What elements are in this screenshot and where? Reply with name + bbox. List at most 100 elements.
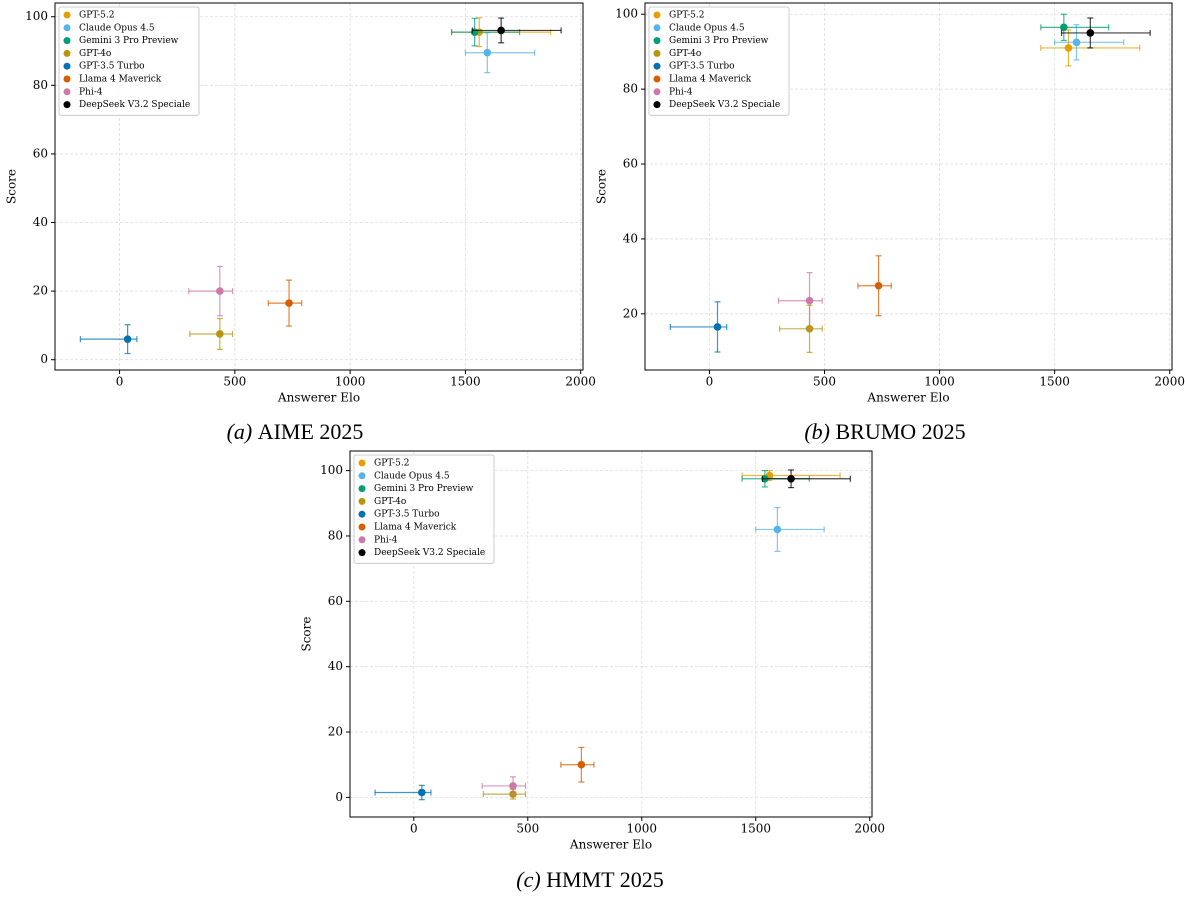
legend-label: Gemini 3 Pro Preview: [374, 484, 474, 494]
x-tick-label: 0: [116, 375, 124, 389]
point: [483, 48, 492, 57]
subplot: 0 500 1000 1500 2000 0 20 40 60 80 100 Answerer Elo…: [300, 450, 885, 892]
legend-label: DeepSeek V3.2 Speciale: [79, 100, 190, 110]
legend-marker: [358, 497, 366, 505]
subplot: 0 500 1000 1500 2000 0 20 40 60 80 100 Answerer Elo…: [5, 2, 596, 444]
legend-marker: [653, 88, 661, 96]
legend-box: [58, 6, 200, 116]
y-tick-label: 100: [320, 463, 343, 477]
y-tick-label: 40: [328, 659, 343, 673]
caption-label: (a): [227, 419, 253, 444]
y-tick-label: 80: [328, 528, 343, 542]
point: [509, 782, 517, 790]
point: [874, 281, 883, 290]
legend-label: Claude Opus 4.5: [79, 23, 155, 33]
legend-marker: [63, 62, 71, 70]
legend-marker: [653, 62, 661, 70]
legend-marker: [63, 88, 71, 96]
y-tick-label: 60: [623, 157, 638, 171]
y-tick-label: 20: [328, 725, 343, 739]
point: [216, 287, 224, 295]
legend-label: DeepSeek V3.2 Speciale: [669, 100, 780, 110]
legend-marker: [63, 24, 71, 32]
y-axis-label: Score: [595, 169, 609, 204]
legend-label: Gemini 3 Pro Preview: [669, 36, 769, 46]
y-tick-label: 40: [623, 231, 638, 245]
legend-marker: [358, 485, 366, 493]
caption-title: BRUMO 2025: [835, 419, 965, 444]
x-tick-label: 1500: [1039, 375, 1070, 389]
legend-marker: [653, 37, 661, 45]
point: [713, 323, 722, 331]
legend-label: Phi-4: [79, 87, 103, 97]
y-tick-label: 20: [623, 306, 638, 320]
legend-marker: [63, 75, 71, 83]
legend-label: Llama 4 Maverick: [79, 75, 162, 85]
point: [216, 330, 224, 338]
legend-label: GPT-4o: [669, 49, 701, 59]
x-axis-label: Answerer Elo: [866, 391, 949, 405]
x-tick-label: 500: [516, 822, 539, 836]
legend-marker: [358, 523, 366, 531]
point: [773, 525, 782, 534]
x-tick-label: 0: [706, 375, 714, 389]
caption-label: (c): [516, 867, 540, 892]
point: [1064, 44, 1073, 52]
x-tick-label: 1500: [450, 375, 481, 389]
x-tick-label: 2000: [565, 375, 596, 389]
legend-label: GPT-5.2: [374, 459, 409, 469]
point: [1086, 29, 1095, 37]
legend-label: GPT-5.2: [669, 11, 704, 21]
x-tick-label: 1000: [924, 375, 955, 389]
y-tick-label: 80: [623, 82, 638, 96]
legend-marker: [358, 510, 366, 518]
point: [1060, 23, 1068, 32]
y-tick-label: 60: [328, 594, 343, 608]
point: [418, 788, 426, 797]
legend-label: Claude Opus 4.5: [669, 23, 745, 33]
legend-label: Phi-4: [374, 535, 398, 545]
x-tick-label: 2000: [854, 822, 885, 836]
legend-label: DeepSeek V3.2 Speciale: [374, 548, 485, 558]
y-tick-label: 60: [33, 146, 48, 160]
x-axis-label: Answerer Elo: [569, 838, 652, 852]
point: [1072, 38, 1081, 47]
legend-marker: [358, 459, 366, 467]
y-tick-label: 0: [40, 352, 48, 366]
legend-label: GPT-3.5 Turbo: [669, 62, 735, 72]
axes-frame: [644, 2, 1173, 371]
legend-marker: [63, 11, 71, 19]
legend-label: GPT-3.5 Turbo: [374, 510, 440, 520]
legend-marker: [653, 101, 661, 109]
x-tick-label: 500: [813, 375, 836, 389]
x-tick-label: 1000: [626, 822, 657, 836]
legend-label: Phi-4: [669, 87, 693, 97]
x-tick-label: 2000: [1154, 375, 1185, 389]
legend-label: Claude Opus 4.5: [374, 471, 450, 481]
caption-label: (b): [804, 419, 830, 444]
legend-marker: [63, 101, 71, 109]
y-tick-label: 20: [33, 284, 48, 298]
x-tick-label: 0: [410, 822, 418, 836]
y-tick-label: 40: [33, 215, 48, 229]
y-tick-label: 100: [25, 9, 48, 23]
legend-box: [353, 454, 495, 564]
legend-marker: [358, 549, 366, 557]
caption: (b) BRUMO 2025: [804, 419, 965, 444]
point: [787, 474, 795, 483]
caption-title: HMMT 2025: [546, 867, 664, 892]
point: [285, 299, 293, 307]
y-tick-label: 100: [615, 7, 638, 21]
point: [805, 296, 814, 305]
legend-marker: [358, 536, 366, 544]
x-tick-label: 1500: [740, 822, 771, 836]
legend-box: [648, 6, 790, 116]
y-axis-label: Score: [5, 169, 19, 204]
legend-marker: [358, 472, 366, 480]
y-axis-label: Score: [300, 616, 314, 651]
legend-marker: [653, 49, 661, 57]
legend-marker: [653, 75, 661, 83]
x-tick-label: 500: [223, 375, 246, 389]
